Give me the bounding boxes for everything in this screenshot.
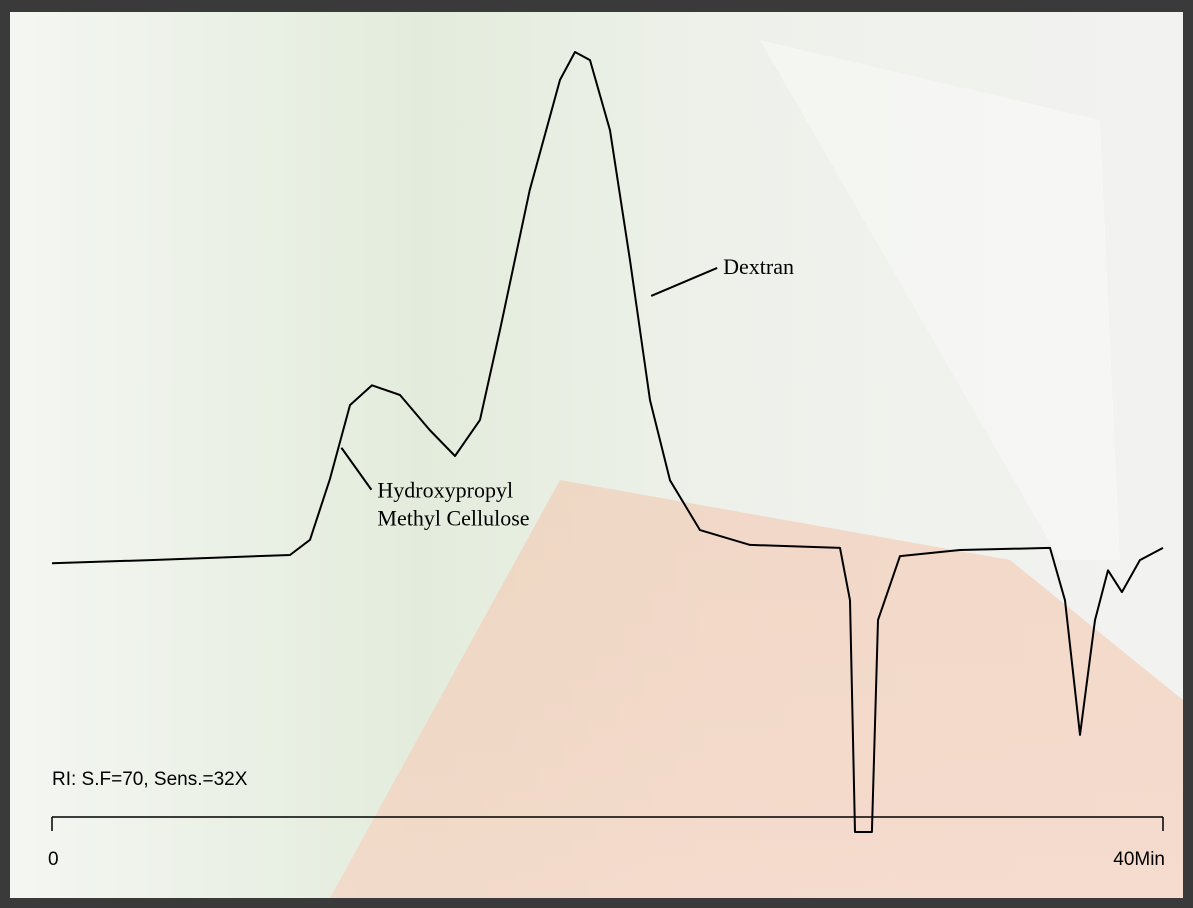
annotation-leader	[650, 266, 718, 297]
flask-decoration	[330, 480, 1183, 898]
annotation-text: Hydroxypropyl	[377, 478, 513, 503]
annotation-text: Methyl Cellulose	[377, 506, 529, 531]
chromatogram-line	[51, 51, 1164, 833]
x-tick-label: 40Min	[1113, 849, 1165, 870]
x-tick-label: 0	[48, 849, 59, 870]
glass-decoration	[760, 40, 1120, 560]
annotation-text: Dextran	[723, 254, 794, 279]
note: RI: S.F=70, Sens.=32X	[52, 769, 248, 790]
annotation-leader	[340, 447, 373, 491]
